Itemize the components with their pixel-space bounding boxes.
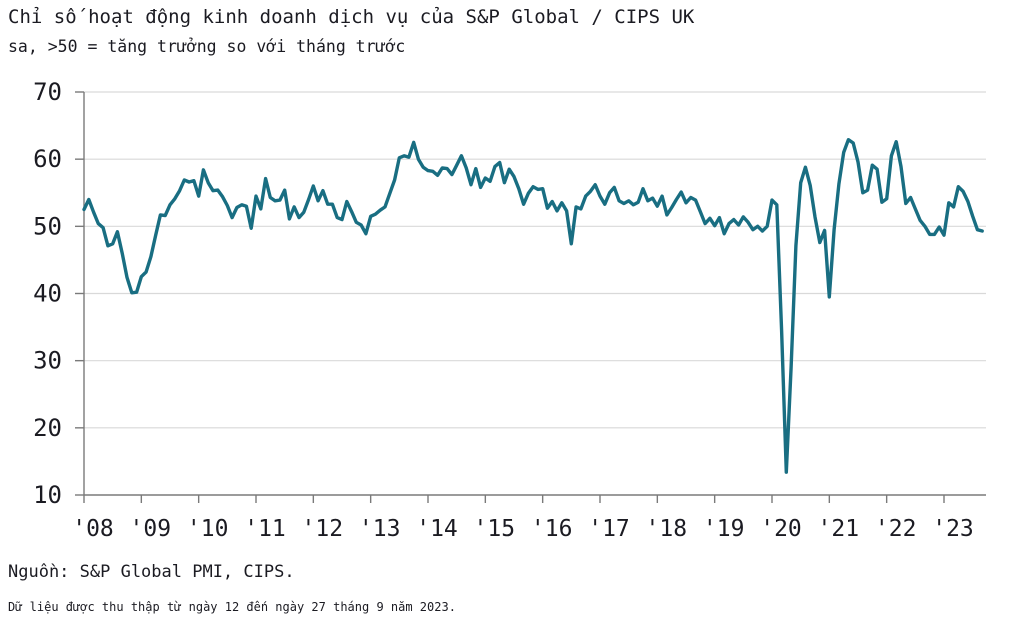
y-tick-label-60: 60: [33, 145, 62, 173]
y-tick-label-40: 40: [33, 280, 62, 308]
x-tick-label-23: '23: [932, 516, 974, 542]
x-tick-label-18: '18: [646, 516, 688, 542]
y-tick-label-50: 50: [33, 212, 62, 240]
chart-title: Chỉ số hoạt động kinh doanh dịch vụ của …: [8, 6, 695, 28]
x-tick-label-13: '13: [359, 516, 401, 542]
source-note: Nguồn: S&P Global PMI, CIPS.: [8, 562, 295, 582]
x-tick-label-20: '20: [760, 516, 802, 542]
x-tick-label-09: '09: [130, 516, 172, 542]
x-tick-label-22: '22: [875, 516, 917, 542]
x-tick-label-14: '14: [416, 516, 458, 542]
y-tick-label-30: 30: [33, 347, 62, 375]
y-tick-label-10: 10: [33, 481, 62, 509]
chart-subtitle: sa, >50 = tăng trưởng so với tháng trước: [8, 37, 406, 56]
x-tick-label-21: '21: [818, 516, 860, 542]
x-tick-label-11: '11: [244, 516, 286, 542]
y-tick-label-20: 20: [33, 414, 62, 442]
x-tick-label-15: '15: [474, 516, 516, 542]
pmi-series-line: [82, 137, 984, 474]
x-tick-label-08: '08: [72, 516, 114, 542]
x-tick-label-12: '12: [302, 516, 344, 542]
collection-note: Dữ liệu được thu thập từ ngày 12 đến ngà…: [8, 600, 456, 614]
x-tick-label-16: '16: [531, 516, 573, 542]
x-tick-label-10: '10: [187, 516, 229, 542]
y-tick-label-70: 70: [33, 78, 62, 106]
x-tick-label-19: '19: [703, 516, 745, 542]
x-tick-label-17: '17: [588, 516, 630, 542]
